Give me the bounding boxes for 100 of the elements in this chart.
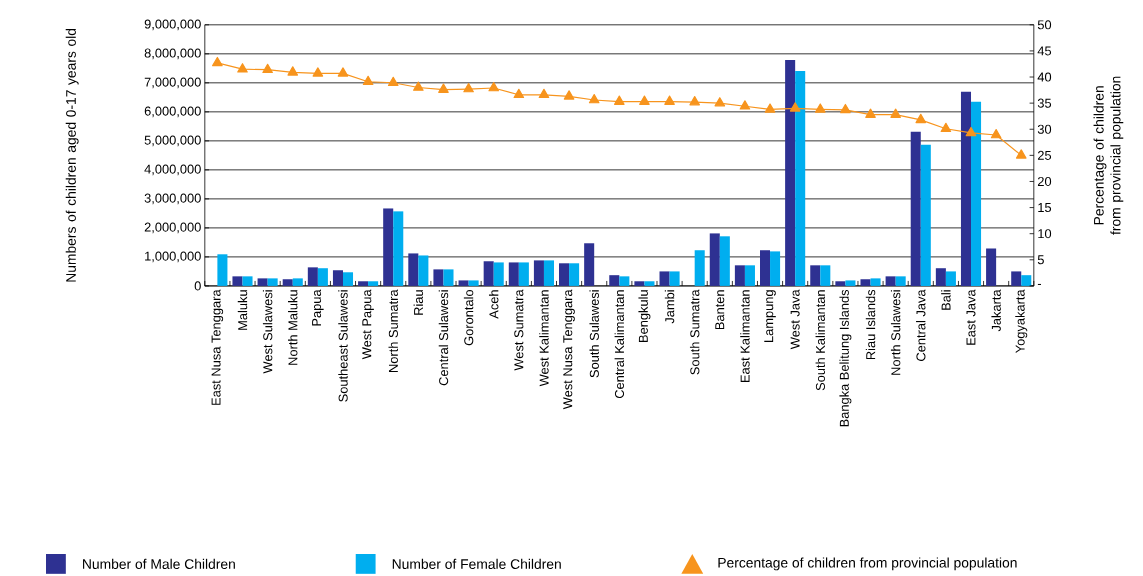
bar [518, 262, 529, 287]
bar [835, 281, 846, 287]
point [965, 126, 977, 137]
x-tick-label: West Sulawesi [262, 290, 273, 374]
bar [433, 269, 444, 287]
bar [759, 250, 771, 287]
bar [393, 211, 404, 287]
y2-tick-label: 10 [1038, 229, 1052, 239]
point [689, 96, 701, 106]
bar [935, 268, 946, 287]
bar [895, 276, 906, 287]
x-tick-label: North Sumatra [388, 289, 398, 373]
bar [217, 254, 228, 287]
y-tick-label: 3,000,000 [144, 193, 201, 205]
x-tick-label: West Kalimantan [539, 290, 549, 387]
bar [1011, 271, 1022, 287]
bar [282, 279, 293, 287]
x-tick-label: South Sulawesi [589, 290, 599, 378]
bar [559, 263, 570, 287]
point [840, 103, 851, 114]
bar [709, 233, 720, 287]
bar [734, 265, 745, 287]
y2-tick-label: 45 [1037, 46, 1052, 56]
bar [986, 248, 997, 287]
bar [292, 278, 303, 287]
x-tick-label: Bengkulu [638, 290, 651, 343]
bar [508, 262, 519, 287]
bar [609, 275, 620, 287]
bar [543, 260, 554, 287]
bar [493, 262, 504, 287]
bar [483, 261, 494, 287]
point [789, 102, 801, 112]
bar [358, 281, 369, 287]
bar [860, 279, 871, 287]
y-tick-label: 0 [194, 281, 201, 291]
bar [810, 265, 821, 287]
point [488, 82, 500, 92]
point [1015, 149, 1027, 159]
point [212, 56, 223, 67]
bar [332, 270, 343, 287]
y2-tick-label: - [1037, 284, 1042, 286]
y-axis-title: Numbers of children aged 0-17 years old [65, 29, 79, 282]
x-tick-label: Jambi [664, 290, 675, 324]
point [337, 67, 349, 77]
y2-tick-label: 35 [1037, 98, 1052, 108]
bar [569, 263, 580, 287]
x-tick-label: Yogyakarta [1015, 289, 1028, 354]
y-tick-label: 2,000,000 [144, 222, 201, 234]
x-tick-label: Central Sulawesi [438, 290, 449, 386]
x-tick-label: Central Java [916, 289, 926, 362]
bar [458, 280, 469, 287]
x-tick-label: East Java [966, 289, 976, 345]
y2-tick-label: 50 [1037, 20, 1052, 30]
bar [242, 276, 253, 287]
point [513, 88, 525, 99]
x-tick-label: Riau Islands [865, 289, 876, 360]
bar [317, 268, 328, 287]
bar [584, 243, 595, 287]
point [915, 113, 927, 124]
bar [1021, 275, 1032, 287]
y-tick-label: 8,000,000 [144, 48, 201, 60]
x-tick-label: West Sumatra [514, 289, 524, 371]
y-tick-label: 1,000,000 [145, 251, 201, 263]
point [362, 75, 374, 86]
y2-tick-label: 20 [1037, 177, 1052, 187]
bar [533, 260, 544, 287]
x-tick-label: Lampung [764, 290, 776, 343]
x-tick-label: Banten [715, 290, 725, 330]
y-tick-label: 9,000,000 [144, 19, 201, 31]
x-tick-label: South Kalimantan [815, 290, 825, 391]
x-tick-label: Gorontalo [463, 290, 474, 346]
x-tick-label: Bali [941, 290, 951, 310]
point [413, 81, 424, 91]
point [262, 63, 273, 74]
y2-tick-label: 15 [1038, 203, 1052, 213]
bar [659, 271, 670, 287]
x-tick-label: West Papua [362, 289, 374, 360]
legend-label: Percentage of children from provincial population [718, 557, 1017, 571]
bar [619, 276, 630, 287]
x-tick-label: South Sumatra [689, 289, 700, 375]
point [287, 66, 299, 76]
bar [795, 71, 806, 287]
bar [307, 267, 318, 287]
bar [820, 265, 831, 287]
bar [669, 271, 680, 287]
x-tick-label: Jakarta [991, 289, 1001, 332]
bar [257, 278, 268, 287]
bar [719, 236, 730, 287]
bar [267, 278, 278, 287]
y-tick-label: 4,000,000 [144, 164, 201, 176]
bar [383, 208, 394, 287]
x-tick-label: Riau [413, 290, 424, 315]
point [588, 94, 600, 104]
bar [342, 272, 354, 287]
y2-tick-label: 5 [1037, 255, 1044, 265]
bar [232, 276, 243, 287]
bar [634, 281, 645, 287]
bar [644, 281, 655, 287]
x-tick-label: Bangka Belitung Islands [839, 289, 852, 427]
x-tick-label: Papua [312, 289, 324, 326]
